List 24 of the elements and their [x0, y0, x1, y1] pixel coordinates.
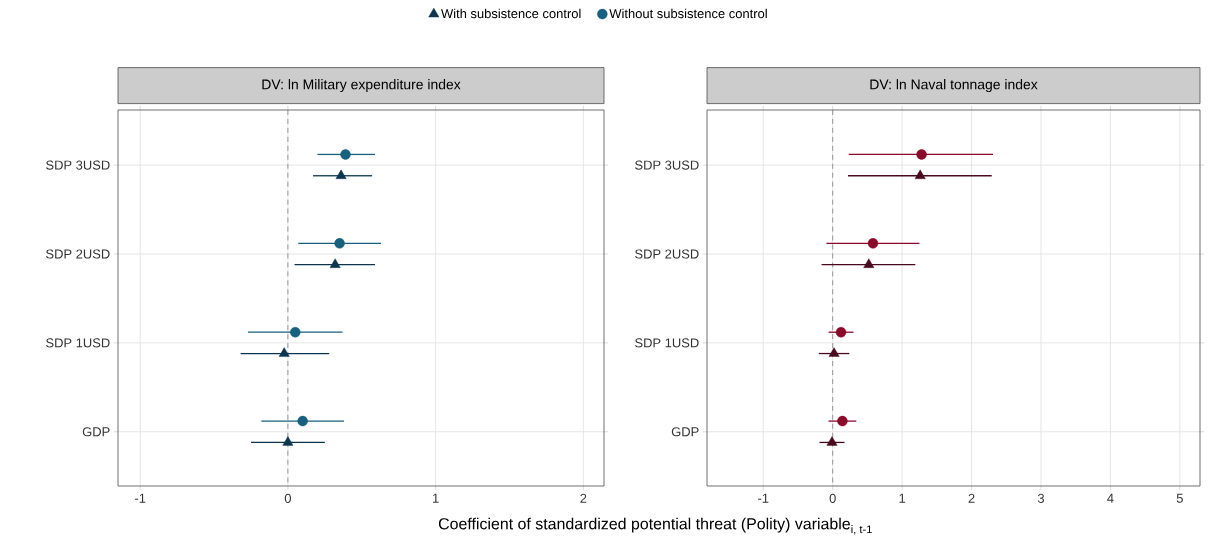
x-tick-label: 3 — [1037, 493, 1045, 503]
legend-label: Without subsistence control — [609, 8, 767, 19]
chart-title: DV: ln Naval tonnage index — [870, 79, 1038, 93]
chart-title: DV: ln Military expenditure index — [262, 79, 461, 93]
x-tick-label: -1 — [134, 493, 146, 503]
x-tick-label: 2 — [968, 493, 975, 503]
x-tick-label: 1 — [899, 493, 906, 503]
x-tick-label: -1 — [758, 493, 769, 503]
legend-label: With subsistence control — [441, 8, 581, 19]
y-tick-label: SDP 1USD — [635, 338, 699, 348]
y-tick-label: SDP 2USD — [46, 249, 110, 259]
y-tick-label: SDP 2USD — [635, 249, 699, 259]
x-tick-label: 0 — [829, 493, 836, 503]
y-tick-label: GDP — [82, 427, 110, 437]
y-tick-label: GDP — [671, 427, 699, 437]
y-tick-label: SDP 1USD — [46, 338, 110, 348]
x-tick-label: 2 — [580, 493, 587, 503]
y-tick-label: SDP 3USD — [46, 160, 110, 170]
x-tick-label: 5 — [1176, 493, 1183, 503]
x-tick-label: 4 — [1107, 493, 1114, 503]
x-axis-title: $\text{Coefficient of standardized potential threat (Polity) variable}_{\text{i, t-1}}$ — [438, 517, 872, 535]
y-tick-label: SDP 3USD — [635, 160, 699, 170]
x-tick-label: 1 — [432, 493, 439, 503]
x-tick-label: 0 — [284, 493, 291, 503]
